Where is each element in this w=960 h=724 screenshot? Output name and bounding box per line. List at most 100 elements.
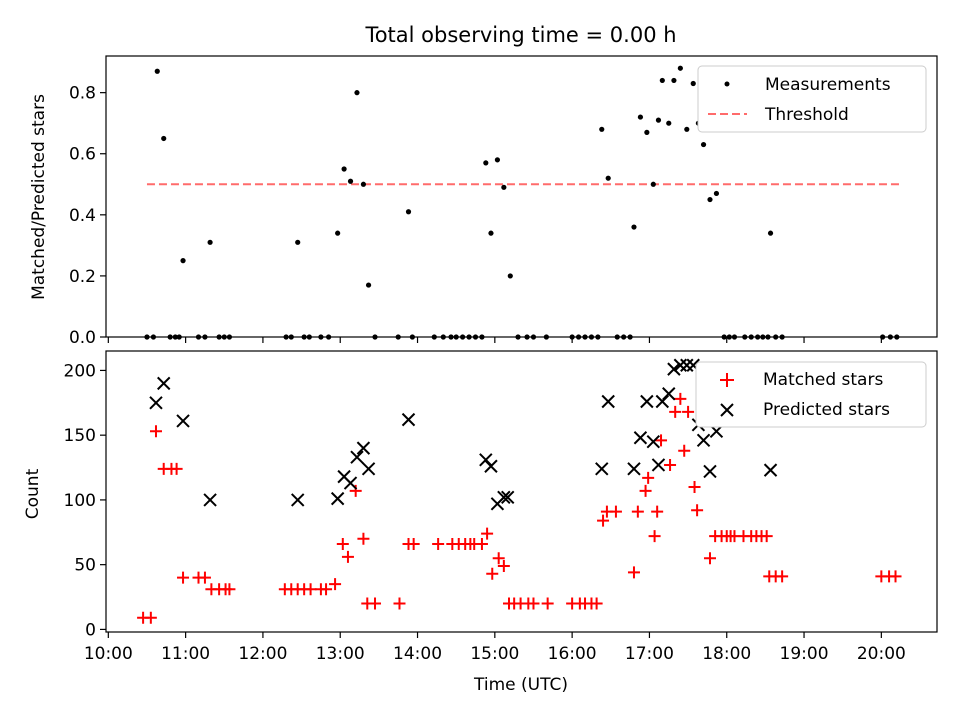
top-y-ticks: 0.0 0.2 0.4 0.6 0.8	[69, 84, 106, 348]
measurement-point	[494, 157, 501, 163]
matched-star-point	[486, 567, 499, 580]
predicted-star-point	[673, 358, 688, 372]
bottom-xlabel: Time (UTC)	[473, 675, 568, 695]
matched-star-point	[678, 444, 691, 457]
measurement-point	[507, 273, 513, 279]
predicted-star-point	[667, 362, 681, 376]
measurement-point	[207, 239, 213, 245]
predicted-star-point	[149, 396, 163, 410]
matched-star-point	[590, 597, 603, 610]
bottom-x-ticks: 10:00 11:00 12:00 13:00 14:00 15:00 16:00 17:00…	[84, 632, 906, 664]
legend-matched-marker	[720, 373, 734, 387]
top-panel: Total observing time = 0.00 h Matched/Pr…	[29, 23, 938, 348]
matched-star-point	[541, 597, 554, 610]
matched-star-point	[492, 552, 505, 565]
bottom-xtick-label: 20:00	[857, 644, 906, 664]
bottom-ylabel: Count	[23, 468, 43, 519]
matched-star-point	[609, 505, 622, 518]
predicted-star-point	[633, 431, 648, 445]
legend-matched-label: Matched stars	[763, 370, 883, 390]
predicted-star-point	[157, 376, 171, 391]
bottom-panel: Count Time (UTC) 0 50 100 150 200 10:00 11:00…	[23, 350, 938, 695]
matched-star-point	[597, 514, 610, 527]
bottom-xtick-label: 14:00	[393, 644, 442, 664]
matched-star-point	[177, 571, 190, 584]
measurement-point	[713, 190, 720, 197]
predicted-star-point	[763, 463, 778, 477]
bottom-y-ticks: 0 50 100 150 200	[64, 361, 106, 640]
bottom-ytick-label: 100	[64, 491, 96, 511]
bottom-xtick-label: 13:00	[316, 644, 365, 664]
matched-star-point	[703, 552, 716, 565]
top-ytick-label: 0.8	[69, 84, 96, 104]
top-ytick-label: 0.0	[69, 328, 96, 348]
matched-star-point	[642, 471, 655, 484]
measurement-point	[360, 181, 367, 187]
measurement-point	[341, 166, 347, 172]
matched-star-point	[144, 611, 157, 624]
matched-star-point	[691, 504, 704, 517]
measurement-point	[488, 230, 494, 236]
matched-star-point	[349, 484, 362, 497]
matched-star-point	[651, 505, 664, 518]
measurement-point	[684, 126, 690, 132]
bottom-xtick-label: 12:00	[238, 644, 287, 664]
measurement-point	[677, 65, 683, 71]
measurement-point	[154, 68, 160, 74]
measurement-point	[161, 135, 167, 142]
bottom-xtick-label: 15:00	[470, 644, 519, 664]
predicted-star-point	[646, 434, 661, 449]
predicted-star-point	[662, 387, 676, 401]
measurement-point	[501, 184, 507, 190]
matched-star-point	[329, 578, 342, 591]
measurement-point	[405, 209, 412, 215]
matched-star-point	[760, 530, 773, 543]
bottom-ytick-label: 200	[64, 361, 96, 381]
top-ytick-label: 0.6	[69, 145, 96, 165]
predicted-star-point	[595, 462, 609, 476]
measurement-point	[599, 126, 605, 132]
matched-star-point	[627, 566, 640, 579]
matched-star-point	[475, 537, 488, 550]
measurement-point	[767, 230, 774, 236]
bottom-legend: Matched stars Predicted stars	[695, 361, 927, 428]
matched-star-point	[336, 537, 349, 550]
matched-star-point	[432, 537, 445, 550]
measurement-point	[335, 230, 341, 236]
matched-star-point	[688, 480, 701, 493]
matched-star-point	[341, 550, 354, 563]
predicted-star-point	[291, 493, 305, 507]
predicted-star-point	[703, 464, 717, 479]
legend-predicted-label: Predicted stars	[763, 400, 890, 420]
matched-star-point	[170, 462, 183, 475]
measurement-point	[644, 129, 650, 135]
bottom-ytick-label: 0	[85, 620, 96, 640]
matched-star-point	[393, 597, 406, 610]
bottom-xtick-label: 16:00	[548, 644, 597, 664]
matched-star-point	[648, 530, 661, 543]
matched-star-point	[674, 392, 687, 405]
top-ytick-label: 0.2	[69, 267, 96, 287]
top-legend: Measurements Threshold	[697, 65, 927, 133]
measurement-point	[483, 160, 489, 166]
top-legend-box	[697, 65, 927, 133]
measurement-point	[659, 77, 665, 84]
measurement-point	[707, 196, 713, 203]
predicted-star-point	[343, 476, 358, 490]
top-axes-frame	[105, 55, 938, 338]
predicted-star-point	[356, 441, 371, 455]
matched-star-point	[527, 597, 540, 610]
matched-star-point	[407, 537, 420, 550]
matched-star-point	[669, 405, 682, 418]
bottom-axes-frame	[105, 350, 938, 633]
predicted-star-point	[361, 462, 376, 476]
matched-star-point	[889, 570, 902, 583]
matched-star-point	[631, 505, 644, 518]
predicted-star-point	[601, 394, 615, 409]
legend-predicted-marker	[720, 403, 734, 417]
bottom-xtick-label: 10:00	[84, 644, 133, 664]
matched-star-point	[481, 527, 494, 540]
bottom-xtick-label: 19:00	[780, 644, 829, 664]
